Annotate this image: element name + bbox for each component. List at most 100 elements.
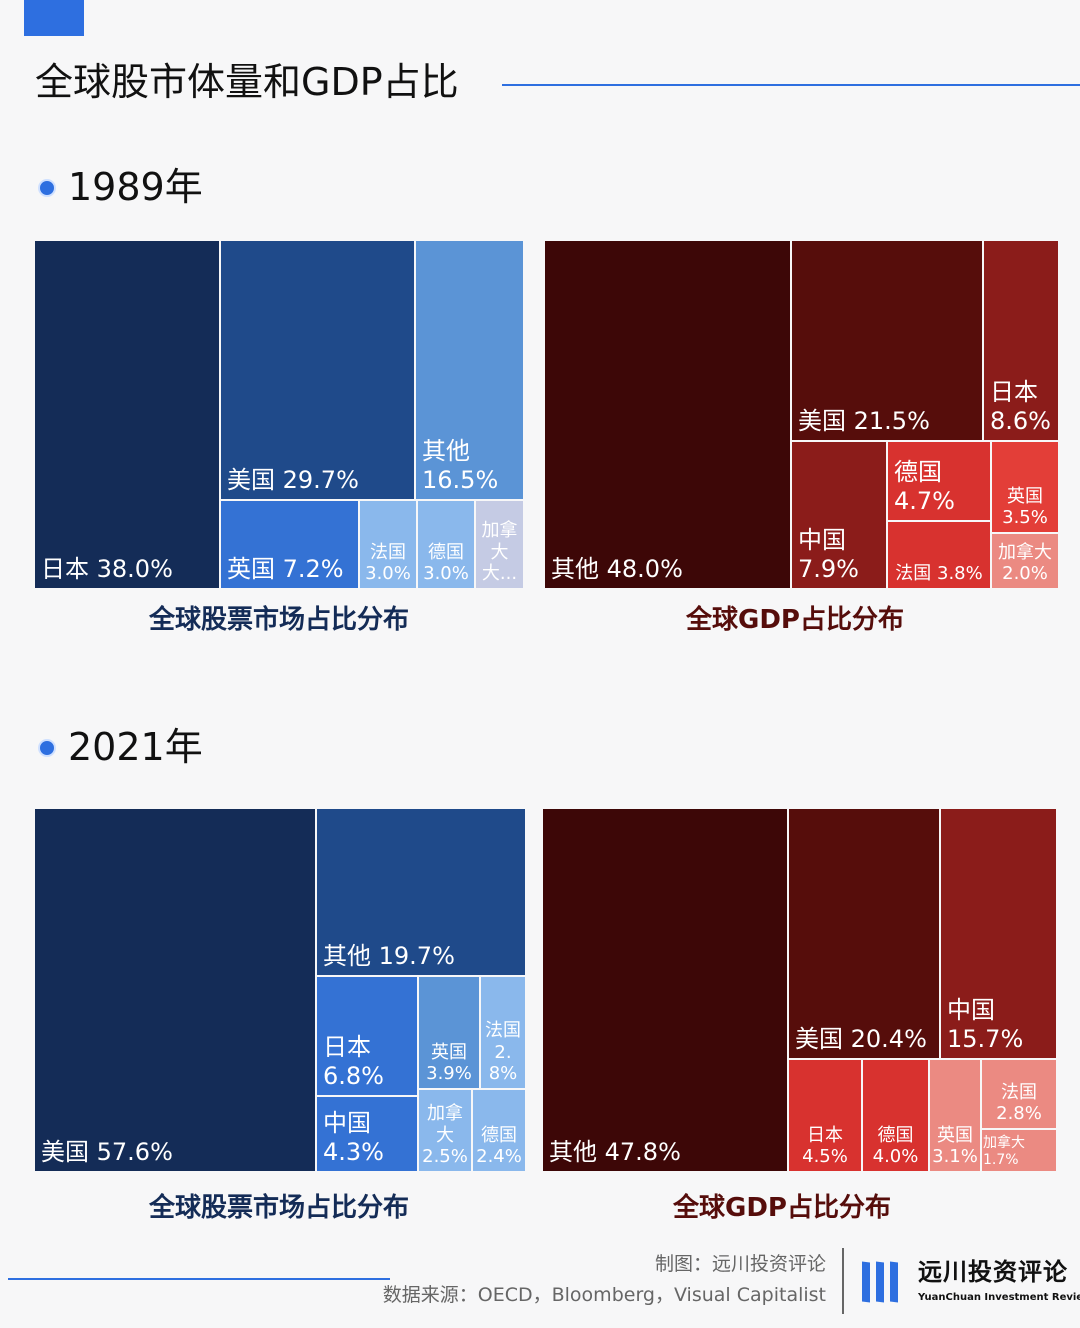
treemap-cell: 日本 6.8% (317, 977, 417, 1095)
treemap-gdp-1989: 其他 48.0% 美国 21.5% 日本 8.6% 中国 7.9% 德国 4.7% 法国 3.8… (545, 241, 1058, 588)
year-heading-2021: 2021年 (38, 725, 203, 771)
cell-label: 日本 (807, 1124, 843, 1146)
cell-label: 其他 (323, 942, 371, 971)
caption-stock-1989: 全球股票市场占比分布 (148, 605, 409, 635)
cell-value: 4.0% (872, 1146, 919, 1168)
treemap-cell: 中国 4.3% (317, 1097, 417, 1171)
cell-label: 加拿大 (983, 1135, 1025, 1152)
treemap-cell: 英国 3.1% (930, 1060, 980, 1171)
cell-label: 美国 (795, 1025, 843, 1054)
cell-value: 3.5% (1002, 507, 1048, 529)
cell-label: 日本 (990, 378, 1038, 407)
footer-line (8, 1278, 390, 1280)
cell-label: 英国 (937, 1124, 973, 1146)
cell-value: 47.8% (604, 1138, 681, 1167)
treemap-cell: 其他 16.5% (416, 241, 523, 499)
cell-label: 英国 (431, 1041, 467, 1063)
cell-label: 加拿大 (998, 541, 1052, 563)
cell-value: 4.3% (323, 1138, 384, 1167)
title-divider (502, 84, 1080, 86)
cell-value: 1.7% (983, 1152, 1019, 1169)
cell-value: 29.7% (282, 466, 359, 495)
caption-gdp-2021: 全球GDP占比分布 (673, 1193, 891, 1223)
page-title: 全球股市体量和GDP占比 (35, 60, 459, 104)
cell-label: 德国 (428, 541, 464, 563)
treemap-cell: 英国 3.9% (419, 977, 479, 1088)
treemap-cell: 加拿大 2.5% (419, 1090, 471, 1171)
cell-value: 2.0% (1002, 563, 1048, 585)
treemap-cell: 其他 47.8% (543, 809, 787, 1171)
treemap-cell: 德国 3.0% (418, 501, 474, 588)
bullet-icon (38, 738, 56, 757)
caption-stock-2021: 全球股票市场占比分布 (148, 1193, 409, 1223)
cell-label: 美国 (227, 466, 275, 495)
cell-value: 57.6% (96, 1138, 173, 1167)
treemap-stock-1989: 日本 38.0% 美国 29.7% 其他 16.5% 英国 7.2% 法国 3.0% 德国 3.… (35, 241, 523, 588)
cell-value: 3.0% (365, 563, 411, 585)
treemap-cell: 法国 2.8% (982, 1060, 1056, 1128)
treemap-cell: 其他 48.0% (545, 241, 790, 588)
cell-label: 美国 (41, 1138, 89, 1167)
cell-label: 其他 (422, 437, 470, 466)
cell-value: 3.1% (932, 1146, 978, 1168)
treemap-cell: 加拿大 1.7% (982, 1130, 1056, 1171)
cell-value: 3.9% (426, 1063, 472, 1085)
logo-icon (862, 1261, 898, 1303)
treemap-cell: 英国 7.2% (221, 501, 358, 588)
cell-label: 中国 (947, 996, 995, 1025)
cell-label: 法国 (485, 1020, 521, 1042)
accent-bar (24, 0, 84, 36)
treemap-cell: 德国 4.7% (888, 442, 990, 520)
source-text: 数据来源：OECD，Bloomberg，Visual Capitalist (382, 1284, 826, 1306)
cell-label: 加拿大 (481, 520, 518, 563)
treemap-cell: 法国 3.0% (360, 501, 416, 588)
cell-value: 2.8% (488, 1041, 518, 1085)
logo-name: 远川投资评论 (918, 1258, 1068, 1286)
cell-value: 4.7% (894, 487, 955, 516)
treemap-cell: 美国 57.6% (35, 809, 315, 1171)
treemap-cell: 美国 21.5% (792, 241, 982, 440)
cell-value: 2.4% (476, 1146, 522, 1168)
cell-value: 8.6% (990, 407, 1051, 436)
footer-divider (842, 1248, 844, 1314)
treemap-cell: 法国 3.8% (888, 522, 990, 588)
credit-text: 制图：远川投资评论 (654, 1253, 826, 1275)
cell-value: 4.5% (802, 1146, 848, 1168)
treemap-cell: 美国 29.7% (221, 241, 414, 499)
cell-label: 其他 (551, 555, 599, 584)
cell-value: 16.5% (422, 466, 499, 495)
year-heading-1989: 1989年 (38, 165, 203, 211)
treemap-cell: 美国 20.4% (789, 809, 939, 1058)
treemap-cell: 德国 4.0% (863, 1060, 928, 1171)
treemap-cell: 加拿大 大... (476, 501, 523, 588)
cell-value: 21.5% (853, 407, 930, 436)
cell-label: 其他 (549, 1138, 597, 1167)
bullet-icon (38, 178, 56, 197)
caption-gdp-1989: 全球GDP占比分布 (686, 605, 904, 635)
treemap-cell: 加拿大 2.0% (992, 534, 1058, 588)
cell-value: 48.0% (606, 555, 683, 584)
treemap-cell: 日本 38.0% (35, 241, 219, 588)
cell-label: 日本 (323, 1033, 371, 1062)
cell-value: 大... (481, 563, 518, 585)
treemap-cell: 德国 2.4% (473, 1090, 525, 1171)
cell-label: 英国 (227, 555, 275, 584)
logo-subtitle: YuanChuan Investment Review (918, 1292, 1080, 1303)
cell-label: 法国 (370, 541, 406, 563)
cell-value: 7.2% (282, 555, 344, 584)
treemap-stock-2021: 美国 57.6% 其他 19.7% 日本 6.8% 中国 4.3% 英国 3.9% 法国 2.8%… (35, 809, 525, 1171)
cell-label: 中国 (323, 1109, 371, 1138)
cell-label: 美国 (798, 407, 846, 436)
year-label: 1989年 (68, 165, 203, 209)
treemap-cell: 日本 4.5% (789, 1060, 861, 1171)
treemap-gdp-2021: 其他 47.8% 美国 20.4% 中国 15.7% 日本 4.5% 德国 4.0% 英国 3.1… (543, 809, 1056, 1171)
cell-value: 20.4% (850, 1025, 927, 1054)
cell-value: 3.8% (937, 563, 983, 585)
cell-value: 7.9% (798, 555, 859, 584)
cell-label: 德国 (481, 1124, 517, 1146)
cell-label: 法国 (895, 563, 932, 585)
treemap-cell: 中国 15.7% (941, 809, 1056, 1058)
cell-value: 2.5% (422, 1146, 468, 1168)
cell-value: 3.0% (423, 563, 469, 585)
cell-label: 德国 (894, 458, 942, 487)
